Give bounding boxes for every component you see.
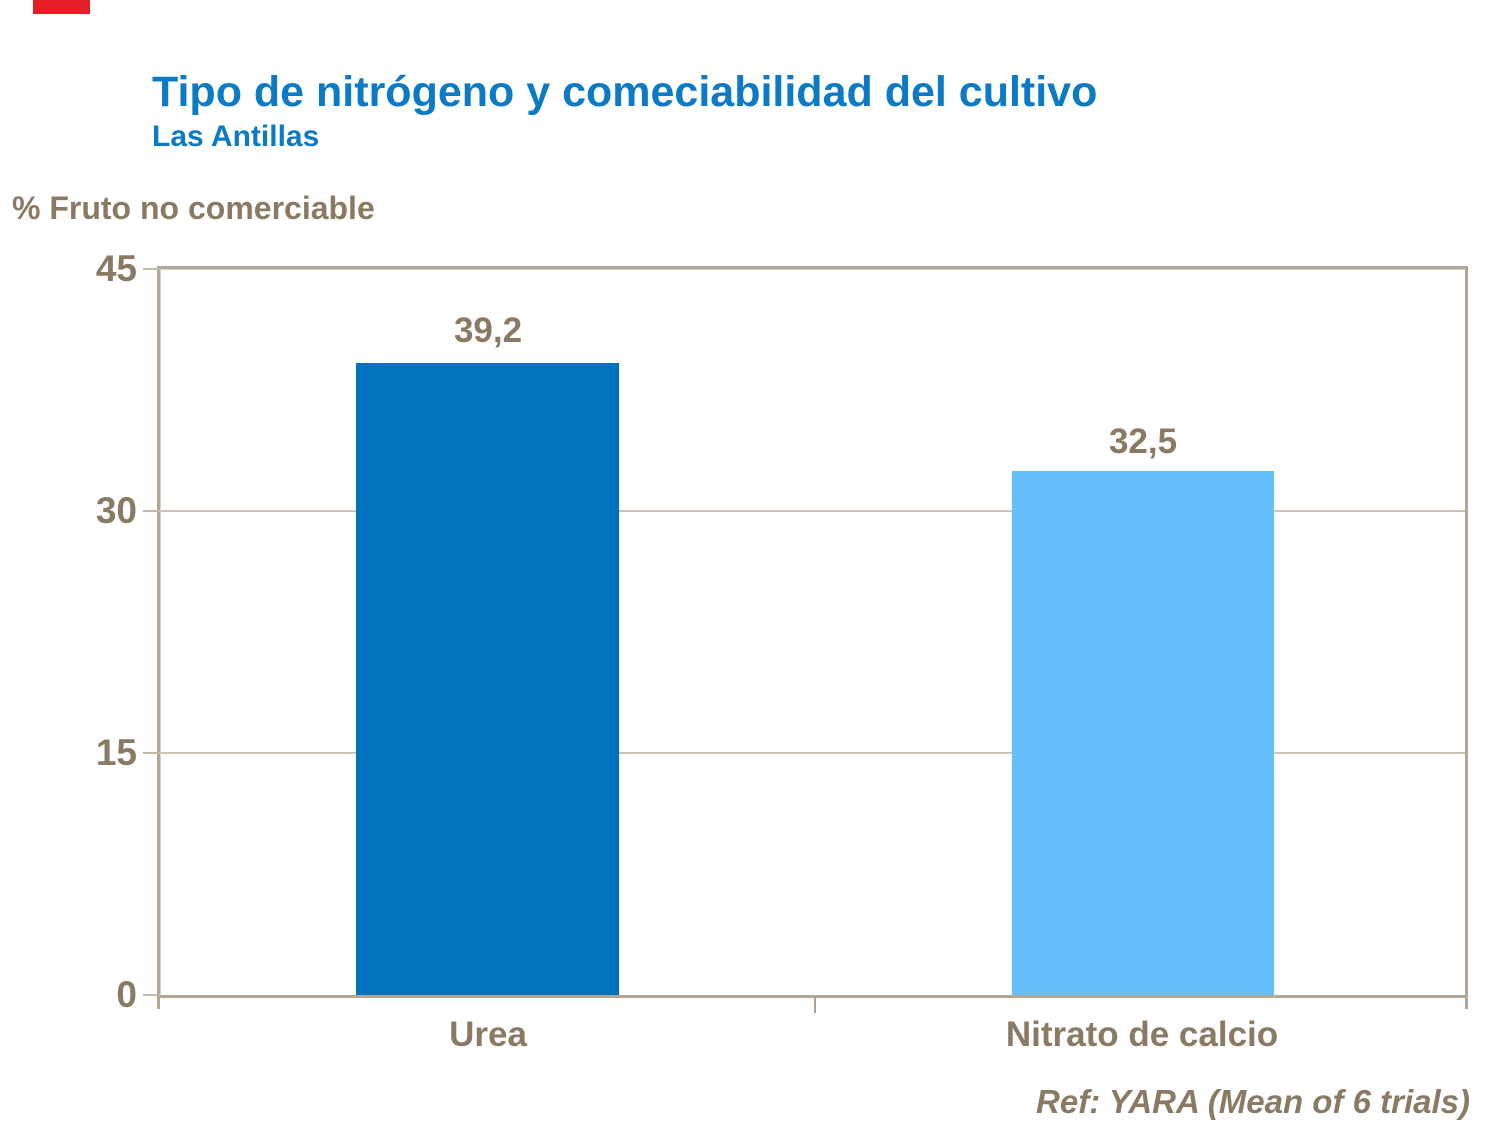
y-axis-tick	[143, 510, 160, 512]
y-tick-label: 45	[95, 248, 137, 289]
gridline	[160, 510, 1465, 512]
y-tick-label: 15	[95, 732, 137, 773]
x-axis-category-tick	[814, 998, 816, 1013]
y-axis-tick	[143, 994, 160, 996]
chart-subtitle: Las Antillas	[152, 120, 320, 153]
red-accent-bar	[33, 0, 90, 14]
y-axis-tick	[143, 752, 160, 754]
chart-title: Tipo de nitrógeno y comeciabilidad del c…	[152, 68, 1098, 116]
bar-nitrato-de-calcio	[1012, 470, 1274, 995]
x-category-label-nitrato: Nitrato de calcio	[1005, 1015, 1279, 1054]
y-axis-tick	[143, 268, 160, 270]
x-axis-right-edge-tick	[1465, 998, 1468, 1009]
bar-value-label-nitrato: 32,5	[1108, 422, 1178, 461]
reference-note: Ref: YARA (Mean of 6 trials)	[1036, 1083, 1470, 1120]
y-axis-title: % Fruto no comerciable	[12, 190, 375, 226]
gridline	[160, 752, 1465, 754]
x-category-label-urea: Urea	[449, 1015, 527, 1054]
x-axis-left-edge-tick	[157, 998, 160, 1009]
bar-urea	[356, 362, 619, 995]
plot-area	[143, 266, 1468, 1013]
bar-value-label-urea: 39,2	[453, 311, 523, 350]
y-tick-label: 0	[116, 974, 137, 1015]
y-tick-label: 30	[95, 490, 137, 531]
